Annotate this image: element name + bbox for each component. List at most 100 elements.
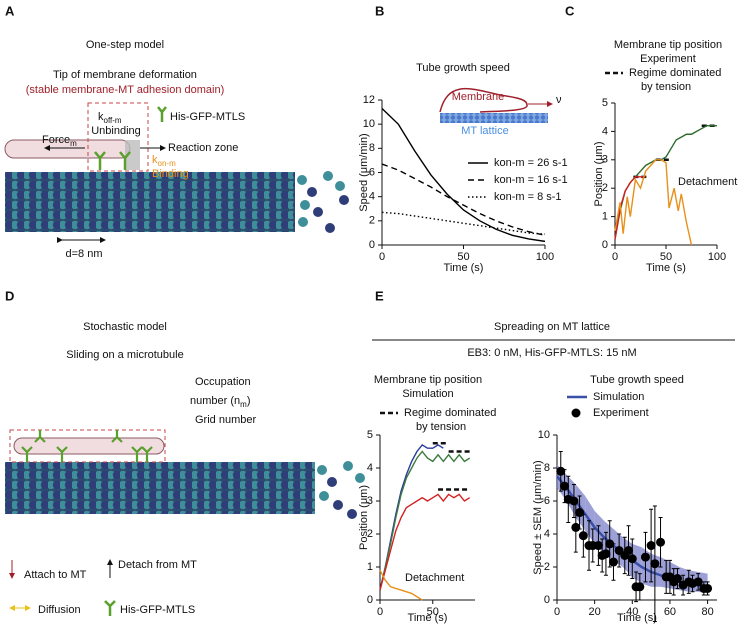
x-tick-label: 50 (660, 251, 672, 263)
data-point (640, 552, 650, 562)
chart-title: Tube growth speed (590, 374, 684, 386)
x-tick-label: 0 (379, 251, 385, 263)
y-tick-label: 6 (544, 495, 550, 507)
data-point (556, 466, 566, 476)
y-axis-label: Speed ± SEM (μm/min) (532, 460, 544, 574)
microtubule (5, 462, 315, 514)
legend-text: kon-m = 26 s-1 (494, 157, 568, 169)
y-axis-label: Position (μm) (593, 141, 605, 206)
y-tick-label: 3 (602, 154, 608, 166)
x-axis-label: Time (s) (646, 262, 686, 274)
legend-text: Detach from MT (118, 559, 197, 571)
y-tick-label: 4 (369, 191, 375, 203)
legend-text: kon-m = 8 s-1 (494, 191, 562, 203)
data-point (624, 546, 634, 555)
legend-text: Regime dominated (629, 67, 721, 79)
legend-text: kon-m = 16 s-1 (494, 174, 568, 186)
panel-label: B (375, 3, 384, 18)
x-tick-label: 80 (701, 606, 713, 618)
series-line (379, 493, 471, 591)
reaction-zone (125, 140, 140, 170)
legend-text: Experiment (593, 407, 649, 419)
panel-title: One-step model (86, 39, 164, 51)
y-tick-label: 5 (602, 97, 608, 109)
reaction-zone-label: Reaction zone (168, 142, 238, 154)
y-tick-label: 0 (369, 239, 375, 251)
data-point (569, 496, 579, 506)
x-tick-label: 0 (377, 606, 383, 618)
mt-lattice (440, 113, 548, 123)
free-tubulin (297, 171, 349, 233)
data-point (672, 574, 682, 584)
legend-text: by tension (641, 81, 691, 93)
y-tick-label: 8 (544, 462, 550, 474)
series-line (381, 211, 546, 235)
data-point (605, 539, 615, 549)
y-tick-label: 4 (367, 462, 373, 474)
binding: Binding (152, 168, 189, 180)
occupation-label: number (nm) (190, 395, 250, 409)
annotation: Detachment (405, 572, 464, 584)
data-point (656, 537, 666, 547)
data-point (608, 557, 618, 567)
series-line (381, 107, 546, 243)
conditions: EB3: 0 nM, His-GFP-MTLS: 15 nM (467, 347, 636, 359)
x-tick-label: 20 (589, 606, 601, 618)
y-tick-label: 1 (367, 561, 373, 573)
y-tick-label: 8 (369, 142, 375, 154)
data-point (560, 481, 570, 491)
data-point (571, 522, 581, 532)
microtubule (5, 172, 295, 232)
data-point (601, 549, 611, 559)
y-tick-label: 1 (602, 211, 608, 223)
x-axis-label: Time (s) (444, 262, 484, 274)
y-tick-label: 0 (602, 239, 608, 251)
chart-title: Membrane tip position (614, 39, 722, 51)
panel-label: E (375, 288, 384, 303)
y-tick-label: 2 (369, 215, 375, 227)
subtitle: Sliding on a microtubule (66, 349, 183, 361)
series-line (381, 163, 546, 237)
legend-text: Attach to MT (24, 569, 87, 581)
data-point (650, 559, 660, 569)
subheading: (stable membrane-MT adhesion domain) (26, 84, 225, 96)
annotation: MT lattice (461, 125, 508, 137)
x-tick-label: 50 (457, 251, 469, 263)
k-off: koff-m (98, 111, 122, 125)
y-tick-label: 5 (367, 429, 373, 441)
x-tick-label: 100 (708, 251, 726, 263)
adhesion-box (87, 102, 149, 172)
unbinding: Unbinding (91, 125, 141, 137)
y-axis-label: Speed (μm/min) (358, 133, 370, 211)
x-axis-label: Time (s) (617, 612, 657, 624)
chart-subtitle: Simulation (402, 388, 453, 400)
data-point (646, 541, 656, 551)
spacing: d=8 nm (66, 248, 103, 260)
panel-label: D (5, 288, 14, 303)
y-tick-label: 4 (602, 125, 608, 137)
y-tick-label: 6 (369, 166, 375, 178)
data-point (703, 583, 713, 593)
protein-label: His-GFP-MTLS (170, 111, 245, 123)
panel-title: Spreading on MT lattice (494, 321, 610, 333)
data-point (593, 541, 603, 551)
membrane-shape (439, 87, 528, 113)
protein-icon (104, 600, 116, 616)
x-axis-label: Time (s) (408, 612, 448, 624)
legend-text: by tension (416, 421, 466, 433)
x-tick-label: 0 (554, 606, 560, 618)
x-tick-label: 0 (612, 251, 618, 263)
data-point (693, 577, 703, 587)
chart-subtitle: Experiment (640, 53, 696, 65)
x-tick-label: 50 (427, 606, 439, 618)
y-tick-label: 2 (602, 182, 608, 194)
x-tick-label: 100 (536, 251, 554, 263)
chart-title: Membrane tip position (374, 374, 482, 386)
y-tick-label: 3 (367, 495, 373, 507)
data-point (575, 508, 585, 518)
y-tick-label: 10 (538, 429, 550, 441)
data-point (578, 531, 588, 541)
y-tick-label: 12 (363, 94, 375, 106)
grid-box (9, 429, 166, 463)
